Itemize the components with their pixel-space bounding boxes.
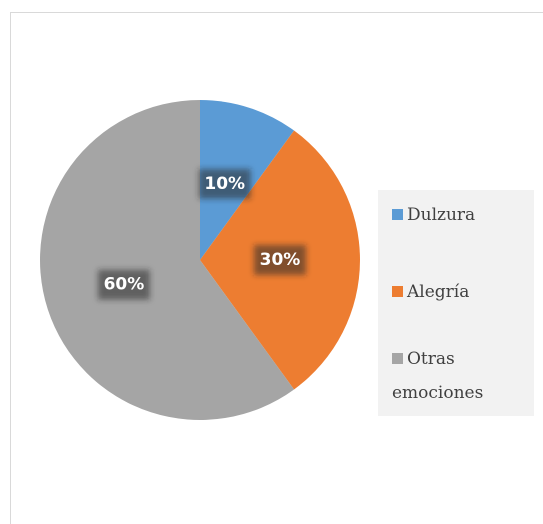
data-label: 60% — [104, 275, 145, 295]
legend-swatch — [392, 209, 403, 220]
legend-swatch — [392, 353, 403, 364]
legend-label: Alegría — [407, 282, 470, 302]
data-label-shadow — [97, 269, 150, 300]
legend-label: Otras emociones — [392, 349, 484, 403]
data-label-shadow — [198, 168, 251, 199]
legend: Dulzura Alegría Otras emociones — [378, 190, 534, 416]
data-label: 10% — [204, 174, 245, 194]
data-label-shadow — [254, 245, 306, 275]
legend-entry: Otras emociones — [392, 342, 528, 410]
legend-entry: Dulzura — [392, 198, 528, 232]
legend-label: Dulzura — [407, 205, 476, 225]
legend-swatch — [392, 286, 403, 297]
pie-slice — [40, 100, 295, 421]
data-label: 30% — [260, 250, 301, 270]
legend-entry: Alegría — [392, 275, 528, 309]
chart-frame — [10, 12, 543, 524]
